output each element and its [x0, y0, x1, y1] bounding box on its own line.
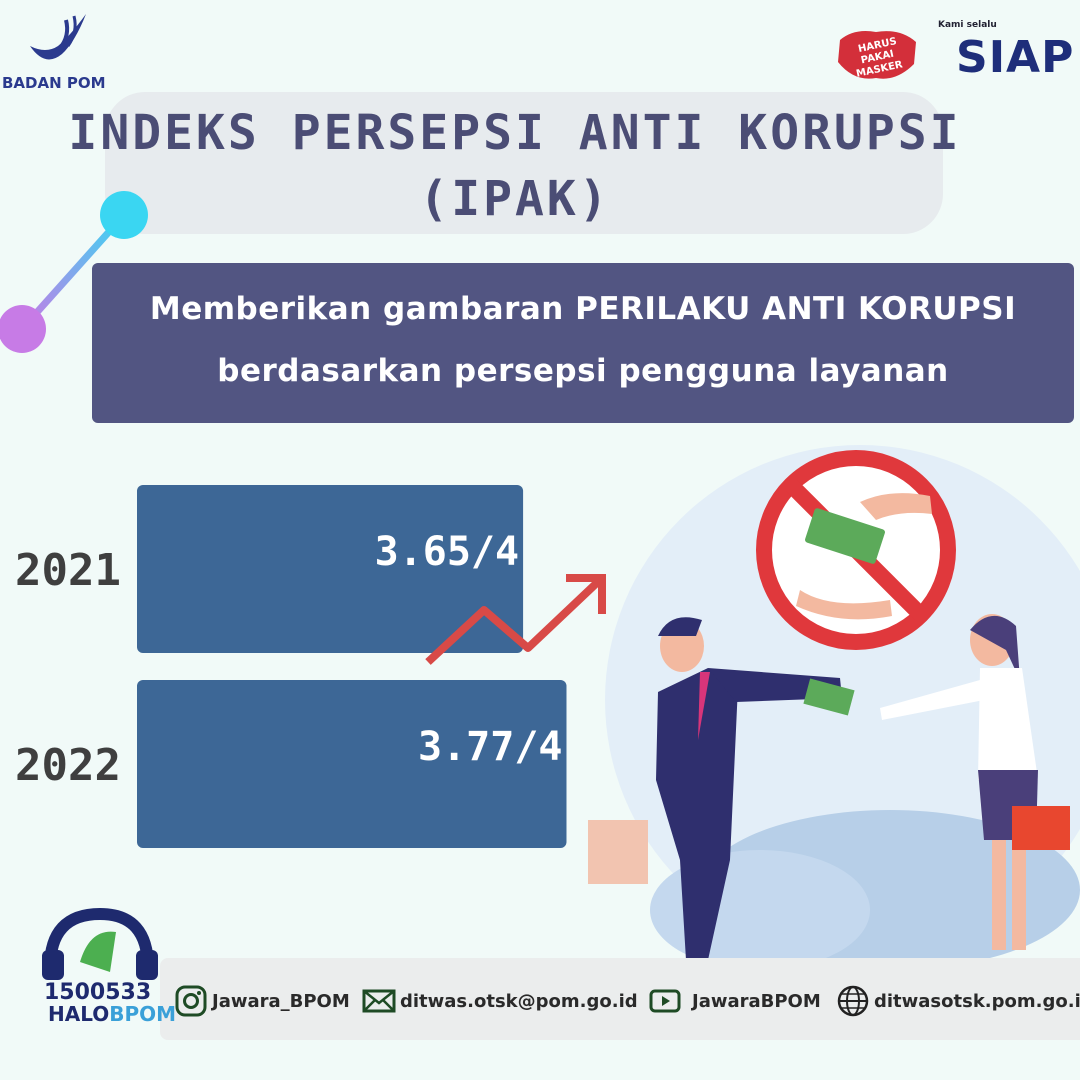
email-address: ditwas.otsk@pom.go.id	[400, 990, 638, 1012]
value-label-2022: 3.77/4	[418, 724, 563, 770]
title-background	[105, 92, 943, 234]
hotline-name-a: HALO	[48, 1002, 110, 1026]
siap-tagline: Kami selalu	[938, 20, 997, 30]
no-bribery-icon	[756, 450, 956, 650]
hotline-name-b: BPOM	[109, 1002, 177, 1026]
website-url: ditwasotsk.pom.go.id	[874, 990, 1080, 1012]
subtitle-line-2: berdasarkan persepsi pengguna layanan	[217, 353, 949, 389]
subtitle-line-1: Memberikan gambaran PERILAKU ANTI KORUPS…	[149, 291, 1017, 327]
footer-band	[160, 958, 1080, 1040]
youtube-icon	[649, 989, 681, 1013]
ipak-bar-chart: 2021 3.65/4 2022 3.77/4	[15, 485, 606, 848]
businessman-figure	[588, 617, 855, 960]
subtitle-box: Memberikan gambaran PERILAKU ANTI KORUPS…	[92, 263, 1074, 423]
year-label-2021: 2021	[15, 545, 121, 596]
instagram-icon	[175, 985, 207, 1017]
bar-2021	[137, 485, 524, 653]
badan-pom-logo: BADAN POM	[0, 6, 110, 92]
businesswoman-figure	[880, 614, 1070, 950]
bar-2022	[137, 680, 567, 848]
headset-icon	[42, 907, 158, 980]
contact-instagram[interactable]: Jawara_BPOM	[174, 983, 350, 1019]
contact-youtube[interactable]: JawaraBPOM	[648, 983, 821, 1019]
siap-logo: Kami selalu SIAP	[936, 10, 1073, 88]
year-label-2022: 2022	[15, 740, 121, 791]
badan-pom-emblem-icon	[30, 14, 86, 60]
title-line-2: (IPAK)	[419, 171, 611, 227]
org-logo-text: BADAN POM	[2, 74, 106, 92]
email-icon	[362, 989, 396, 1013]
hotline-number: 1500533	[44, 980, 152, 1005]
anti-bribery-illustration	[588, 445, 1080, 970]
connector-decoration	[0, 191, 148, 353]
page-title: INDEKS PERSEPSI ANTI KORUPSI (IPAK)	[0, 100, 1030, 232]
connector-node-top	[100, 191, 148, 239]
contact-website[interactable]: ditwasotsk.pom.go.id	[836, 983, 1080, 1019]
hotline-name: HALOBPOM	[48, 1002, 176, 1026]
halo-bpom-logo: 1500533 HALOBPOM	[20, 902, 176, 1032]
youtube-channel: JawaraBPOM	[692, 990, 821, 1012]
trend-arrow-head	[566, 574, 606, 614]
connector-node-bottom	[0, 305, 46, 353]
globe-icon	[837, 985, 869, 1017]
contact-email[interactable]: ditwas.otsk@pom.go.id	[362, 983, 638, 1019]
trend-arrow	[425, 575, 605, 665]
harus-pakai-masker-badge: HARUS PAKAI MASKER	[834, 22, 920, 84]
siap-logo-text: SIAP	[956, 32, 1075, 83]
value-label-2021: 3.65/4	[375, 529, 520, 575]
title-line-1: INDEKS PERSEPSI ANTI KORUPSI	[68, 105, 962, 161]
instagram-handle: Jawara_BPOM	[212, 990, 350, 1012]
